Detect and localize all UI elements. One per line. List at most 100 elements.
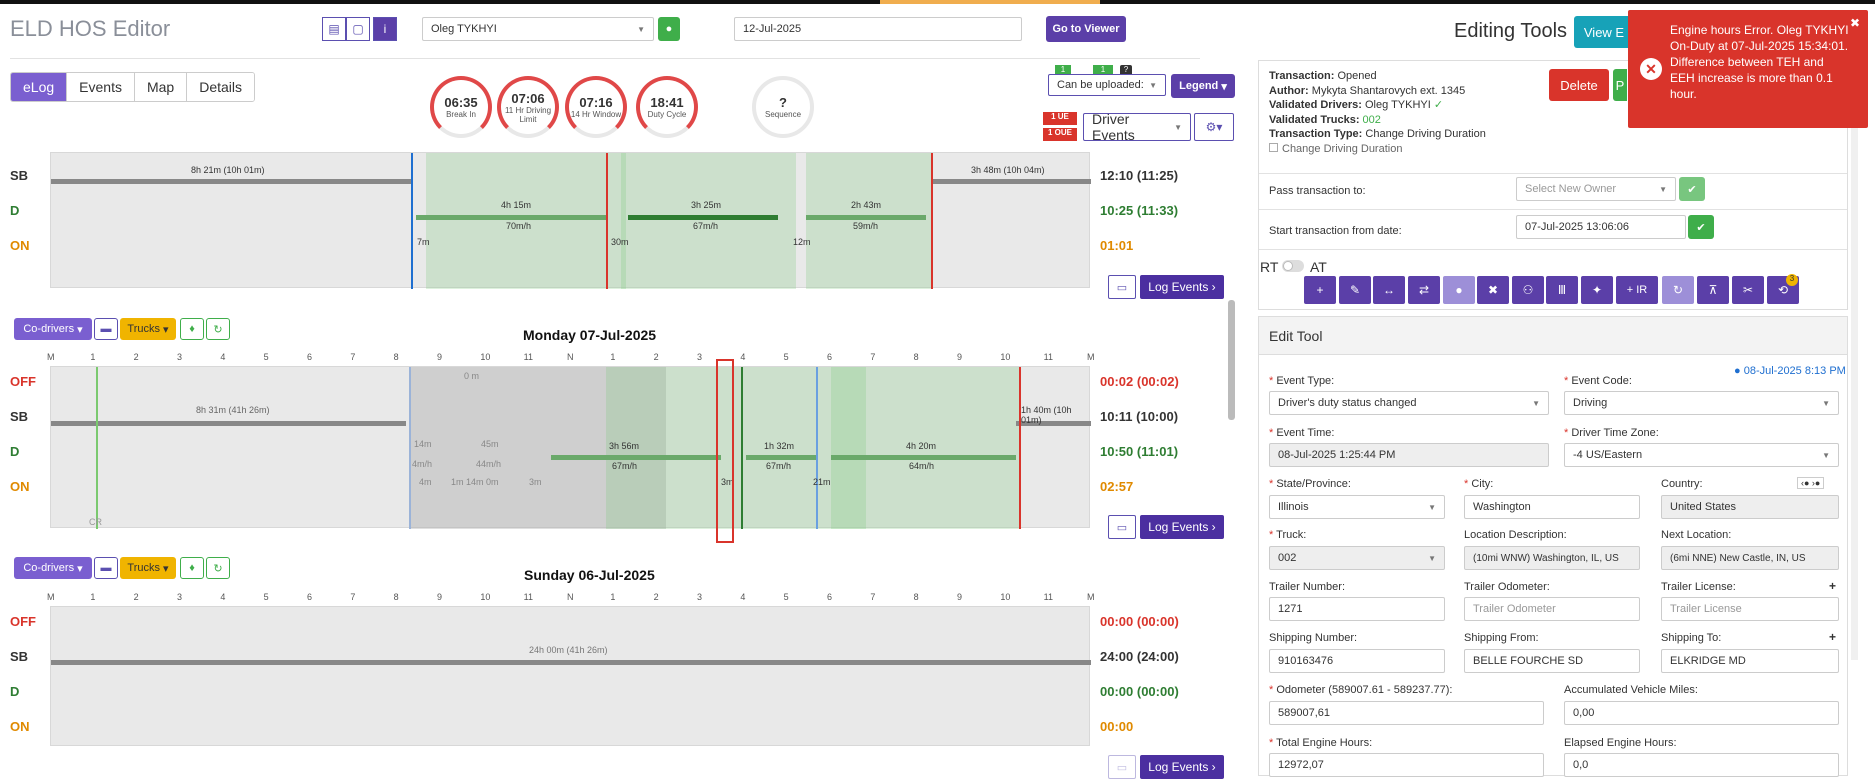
comment-icon[interactable]: ▭ bbox=[1108, 755, 1136, 779]
rt-at-toggle[interactable] bbox=[1282, 260, 1304, 272]
start-confirm-button[interactable]: ✔ bbox=[1688, 215, 1714, 239]
group-icon[interactable]: ⚇ bbox=[1512, 276, 1544, 304]
note-icon[interactable]: ▢ bbox=[346, 17, 370, 41]
log-grid-day2[interactable]: 24h 00m (41h 26m) bbox=[50, 606, 1091, 746]
trailer-license-input[interactable]: Trailer License bbox=[1661, 597, 1839, 621]
log-grid-day1[interactable]: 8h 31m (41h 26m) 1h 40m (10h 01m) 0 m 14… bbox=[50, 359, 1091, 543]
event-marker[interactable] bbox=[411, 153, 413, 289]
info-icon[interactable]: i bbox=[373, 17, 397, 41]
log-events-button[interactable]: Log Events › bbox=[1140, 755, 1224, 779]
tab-events[interactable]: Events bbox=[67, 73, 135, 101]
hour-tick-label: 7 bbox=[350, 592, 356, 602]
tz-select[interactable]: -4 US/Eastern ▼ bbox=[1564, 443, 1839, 467]
close-icon[interactable]: ✖ bbox=[1850, 16, 1861, 30]
document-icon[interactable]: ▤ bbox=[322, 17, 346, 41]
event-marker[interactable] bbox=[1019, 367, 1021, 529]
trucks-button[interactable]: Trucks ▾ bbox=[120, 318, 176, 340]
state-select[interactable]: Illinois ▼ bbox=[1269, 495, 1445, 519]
segment-label: 44m/h bbox=[476, 459, 502, 469]
tab-details[interactable]: Details bbox=[187, 73, 254, 101]
shift-arrows-icon[interactable]: ↔ bbox=[1373, 276, 1405, 304]
event-marker[interactable] bbox=[409, 367, 411, 529]
odometer-input[interactable]: 589007,61 bbox=[1269, 701, 1544, 725]
comment-icon[interactable]: ▭ bbox=[1108, 515, 1136, 539]
driver-select[interactable]: Oleg TYKHYI ▼ bbox=[422, 17, 654, 41]
engine-icon[interactable]: ♦ bbox=[180, 557, 204, 579]
city-label: * City: bbox=[1464, 478, 1494, 490]
log-events-button[interactable]: Log Events › bbox=[1140, 515, 1224, 539]
trailer-odometer-input[interactable]: Trailer Odometer bbox=[1464, 597, 1640, 621]
city-input[interactable]: Washington bbox=[1464, 495, 1640, 519]
nextloc-input[interactable]: (6mi NNE) New Castle, IN, US bbox=[1661, 546, 1839, 570]
driving-segment bbox=[416, 215, 606, 220]
gauge-label: 14 Hr Window bbox=[570, 110, 622, 119]
comment-icon[interactable]: ▭ bbox=[1108, 275, 1136, 299]
event-type-select[interactable]: Driver's duty status changed ▼ bbox=[1269, 391, 1549, 415]
pass-confirm-button[interactable]: ✔ bbox=[1679, 177, 1705, 201]
shipping-to-input[interactable]: ELKRIDGE MD bbox=[1661, 649, 1839, 673]
delete-button[interactable]: Delete bbox=[1549, 69, 1609, 101]
top-bar bbox=[0, 0, 1875, 4]
eeh-input[interactable]: 0,0 bbox=[1564, 753, 1839, 777]
trucks-button[interactable]: Trucks ▾ bbox=[120, 557, 176, 579]
event-marker[interactable] bbox=[606, 153, 608, 289]
add-shipping-icon[interactable]: + bbox=[1829, 630, 1837, 644]
driver-events-select[interactable]: Driver Events ▼ bbox=[1083, 111, 1191, 143]
driver-user-button[interactable]: ● bbox=[658, 17, 680, 41]
event-time-input[interactable]: 08-Jul-2025 1:25:44 PM bbox=[1269, 443, 1549, 467]
tab-map[interactable]: Map bbox=[134, 73, 188, 101]
edit-pencil-icon[interactable]: ✎ bbox=[1339, 276, 1371, 304]
shipping-from-input[interactable]: BELLE FOURCHE SD bbox=[1464, 649, 1640, 673]
engine-icon[interactable]: ♦ bbox=[180, 318, 204, 340]
event-marker[interactable] bbox=[741, 367, 743, 529]
log-grid-day0[interactable]: 8h 21m (10h 01m) 3h 48m (10h 04m) 4h 15m… bbox=[50, 152, 1091, 289]
date-input[interactable]: 12-Jul-2025 bbox=[734, 17, 1022, 41]
driver-icon[interactable]: ● bbox=[1443, 276, 1475, 304]
shipping-number-input[interactable]: 910163476 bbox=[1269, 649, 1445, 673]
truck-icon[interactable]: ▬ bbox=[94, 318, 118, 340]
sync-icon[interactable]: ↻ bbox=[1662, 276, 1694, 304]
location-toggle-icon[interactable]: ‹● ›● bbox=[1797, 477, 1825, 489]
scrollbar[interactable] bbox=[1228, 300, 1235, 420]
view-button[interactable]: View E bbox=[1574, 16, 1634, 48]
co-drivers-button[interactable]: Co-drivers ▾ bbox=[14, 557, 92, 579]
tab-elog[interactable]: eLog bbox=[11, 73, 68, 101]
truck-icon[interactable]: ▬ bbox=[94, 557, 118, 579]
event-marker[interactable] bbox=[816, 367, 818, 529]
event-marker[interactable] bbox=[931, 153, 933, 289]
event-marker[interactable] bbox=[96, 367, 98, 529]
country-input[interactable]: United States bbox=[1661, 495, 1839, 519]
scissors-icon[interactable]: ✂ bbox=[1732, 276, 1764, 304]
avm-input[interactable]: 0,00 bbox=[1564, 701, 1839, 725]
co-drivers-button[interactable]: Co-drivers ▾ bbox=[14, 318, 92, 340]
new-owner-select[interactable]: Select New Owner ▼ bbox=[1516, 177, 1676, 201]
start-date-input[interactable]: 07-Jul-2025 13:06:06 bbox=[1516, 215, 1686, 239]
right-scrollbar[interactable] bbox=[1851, 60, 1858, 660]
can-be-uploaded-select[interactable]: Can be uploaded: ▼ bbox=[1048, 74, 1166, 96]
go-to-viewer-button[interactable]: Go to Viewer bbox=[1046, 16, 1126, 42]
checkbox-icon[interactable] bbox=[1269, 142, 1278, 152]
columns-icon[interactable]: Ⅲ bbox=[1546, 276, 1578, 304]
swap-icon[interactable]: ⇄ bbox=[1408, 276, 1440, 304]
legend-button[interactable]: Legend ▾ bbox=[1171, 74, 1235, 98]
change-driving-checkbox[interactable]: Change Driving Duration bbox=[1269, 142, 1486, 157]
locdesc-input[interactable]: (10mi WNW) Washington, IL, US bbox=[1464, 546, 1640, 570]
add-trailer-icon[interactable]: + bbox=[1829, 579, 1837, 593]
trailer-number-input[interactable]: 1271 bbox=[1269, 597, 1445, 621]
delete-trash-icon[interactable]: ✖ bbox=[1477, 276, 1509, 304]
align-top-icon[interactable]: ⊼ bbox=[1697, 276, 1729, 304]
teh-input[interactable]: 12972,07 bbox=[1269, 753, 1544, 777]
add-ir-button[interactable]: + IR bbox=[1616, 276, 1658, 304]
hour-tick-label: 2 bbox=[653, 352, 659, 362]
hour-tick-label: 4 bbox=[220, 592, 226, 602]
settings-icon[interactable]: ⚙▾ bbox=[1194, 113, 1234, 141]
refresh-icon[interactable]: ↻ bbox=[206, 557, 230, 579]
log-events-button[interactable]: Log Events › bbox=[1140, 275, 1224, 299]
add-event-icon[interactable]: + bbox=[1304, 276, 1336, 304]
event-code-select[interactable]: Driving ▼ bbox=[1564, 391, 1839, 415]
truck-select[interactable]: 002 ▼ bbox=[1269, 546, 1445, 570]
date-value: 12-Jul-2025 bbox=[743, 23, 802, 35]
refresh-icon[interactable]: ↻ bbox=[206, 318, 230, 340]
magic-wand-icon[interactable]: ✦ bbox=[1581, 276, 1613, 304]
publish-button[interactable]: P bbox=[1613, 69, 1627, 101]
